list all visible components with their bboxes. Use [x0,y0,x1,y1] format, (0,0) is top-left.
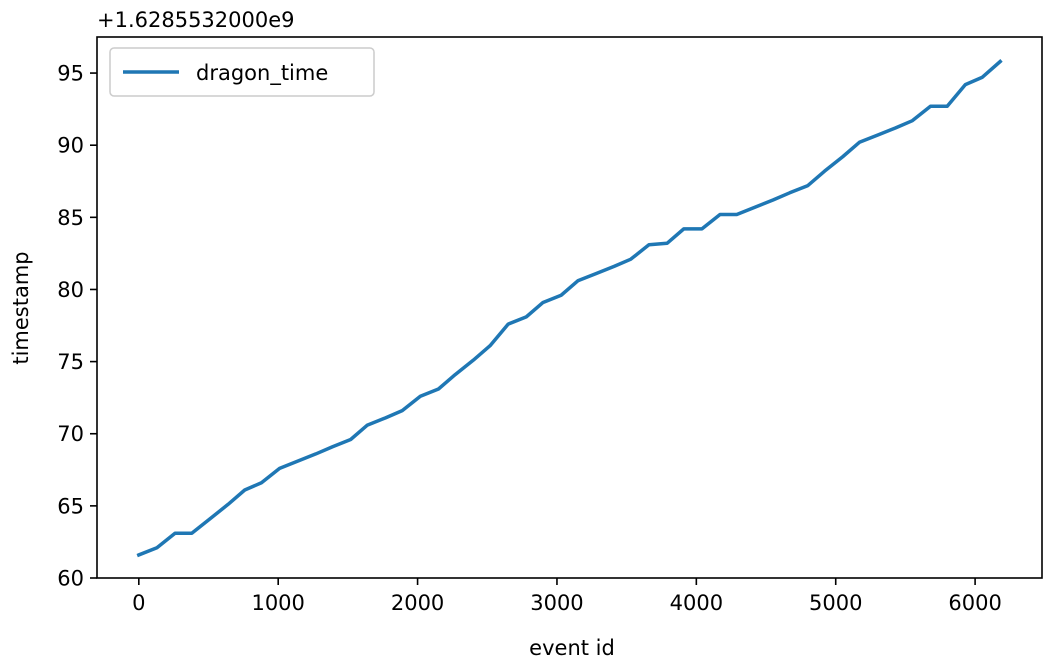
legend-box [109,47,375,97]
legend: dragon_time [109,47,375,97]
y-tick-label: 75 [57,350,84,374]
y-tick-label: 90 [57,134,84,158]
x-tick-label: 0 [132,591,145,615]
x-tick-label: 3000 [530,591,583,615]
y-tick-label: 95 [57,62,84,86]
y-tick-label: 70 [57,422,84,446]
x-tick-label: 1000 [251,591,304,615]
y-tick-label: 80 [57,278,84,302]
x-tick-label: 2000 [391,591,444,615]
y-tick-label: 65 [57,494,84,518]
x-tick-label: 5000 [809,591,862,615]
y-tick-label: 60 [57,567,84,591]
x-tick-label: 6000 [948,591,1001,615]
y-axis-label: timestamp [9,251,33,364]
series-layer [136,59,1003,558]
legend-label-dragon-time: dragon_time [196,61,328,86]
x-axis-label: event id [529,636,615,660]
x-axis-ticks: 0 1000 2000 3000 4000 5000 6000 [132,578,1002,615]
y-axis-ticks: 60 65 70 75 80 85 90 95 [57,62,97,591]
y-axis-offset-label: +1.6285532000e9 [97,8,295,32]
plot-background [97,37,1042,578]
y-tick-label: 85 [57,206,84,230]
x-tick-label: 4000 [670,591,723,615]
series-line-dragon-time [136,59,1003,558]
plot-frame [96,36,1043,579]
